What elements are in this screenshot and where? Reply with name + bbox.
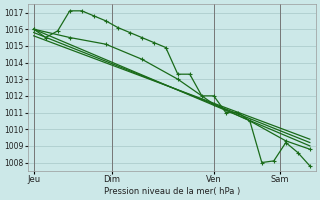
X-axis label: Pression niveau de la mer( hPa ): Pression niveau de la mer( hPa ) <box>104 187 240 196</box>
